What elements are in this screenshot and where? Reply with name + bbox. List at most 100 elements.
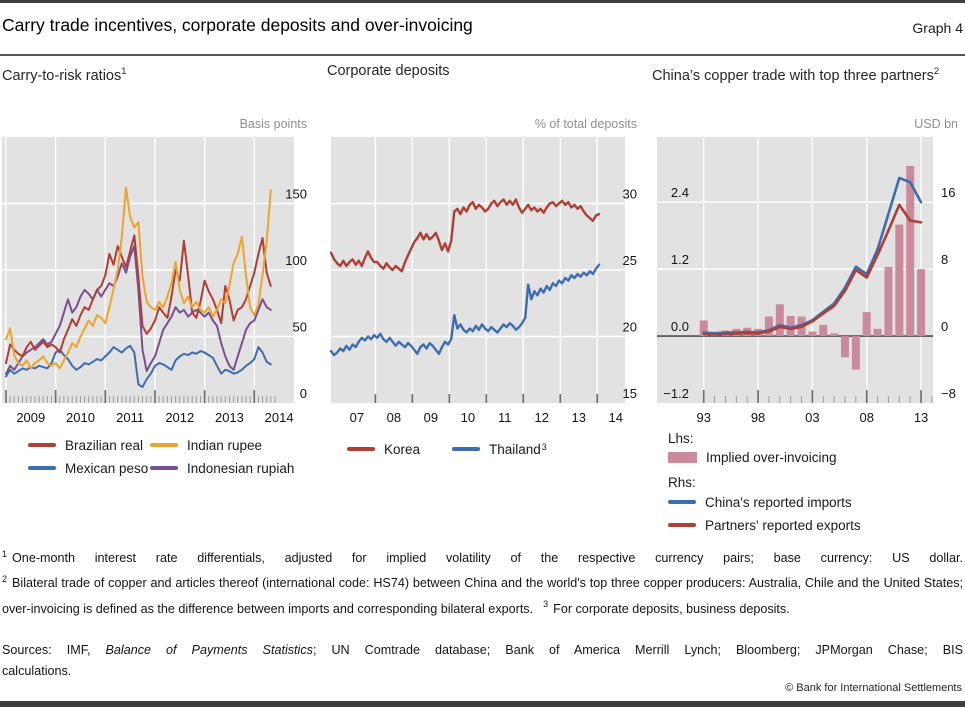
svg-text:08: 08 bbox=[387, 410, 401, 425]
footnote-marker: 3 bbox=[543, 599, 549, 610]
svg-text:0.0: 0.0 bbox=[671, 319, 689, 334]
indonesian-rupiah-line-swatch-icon bbox=[150, 466, 178, 470]
svg-text:03: 03 bbox=[805, 410, 819, 425]
svg-text:0: 0 bbox=[300, 386, 307, 401]
svg-text:2012: 2012 bbox=[165, 410, 194, 425]
svg-text:−1.2: −1.2 bbox=[663, 386, 689, 401]
footnote-marker: 2 bbox=[2, 574, 8, 585]
top-border-bar bbox=[0, 0, 965, 3]
exports-line-swatch-icon bbox=[668, 523, 696, 527]
svg-text:13: 13 bbox=[914, 410, 928, 425]
legend-item-indonesian-rupiah: Indonesian rupiah bbox=[150, 460, 294, 476]
svg-text:150: 150 bbox=[285, 187, 307, 202]
legend-label: Mexican peso bbox=[65, 460, 149, 476]
svg-text:09: 09 bbox=[424, 410, 438, 425]
svg-text:8: 8 bbox=[941, 252, 948, 267]
legend-label: Thailand bbox=[489, 441, 541, 457]
graph-number-label: Graph 4 bbox=[912, 20, 963, 36]
copper-trade-chart: 2.4 1.2 0.0 −1.2 16 8 0 −8 93 98 03 08 13 bbox=[657, 137, 956, 425]
svg-text:2010: 2010 bbox=[66, 410, 95, 425]
legend-header-rhs: Rhs: bbox=[668, 475, 696, 490]
footnote-ref-1: 1 bbox=[121, 66, 127, 77]
footnote-text: Bilateral trade of copper and articles t… bbox=[2, 576, 963, 616]
panel-title-text: Corporate deposits bbox=[327, 63, 450, 79]
corporate-deposits-chart: 15 20 25 30 07 08 09 10 11 12 13 14 bbox=[329, 137, 637, 425]
svg-text:20: 20 bbox=[623, 320, 637, 335]
panel-title-corporate-deposits: Corporate deposits bbox=[327, 62, 629, 81]
svg-text:12: 12 bbox=[535, 410, 549, 425]
footnote-text: One-month interest rate differentials, a… bbox=[12, 551, 963, 566]
legend-label: China's reported imports bbox=[705, 494, 852, 510]
brazilian-real-line-swatch-icon bbox=[28, 443, 56, 447]
korea-line-swatch-icon bbox=[347, 447, 375, 451]
carry-to-risk-chart: 0 50 100 150 2009 2010 2011 2012 2013 2014 bbox=[2, 137, 307, 425]
axis-unit-pct-deposits: % of total deposits bbox=[534, 117, 637, 131]
sources-text: Sources: IMF, Balance of Payments Statis… bbox=[2, 640, 963, 682]
axis-unit-basis-points: Basis points bbox=[239, 117, 307, 131]
sources-suffix: ; UN Comtrade database; Bank of America … bbox=[312, 643, 963, 657]
legend-label: Partners' reported exports bbox=[705, 517, 861, 533]
svg-text:0: 0 bbox=[941, 319, 948, 334]
copyright-text: © Bank for International Settlements bbox=[785, 682, 962, 694]
sources-line-2: calculations. bbox=[2, 664, 72, 678]
imports-line-swatch-icon bbox=[668, 500, 696, 504]
svg-text:2014: 2014 bbox=[265, 410, 294, 425]
legend-item-brazilian-real: Brazilian real bbox=[28, 437, 143, 453]
bottom-border-bar bbox=[0, 701, 965, 707]
page-title: Carry trade incentives, corporate deposi… bbox=[2, 15, 473, 35]
legend-label: Brazilian real bbox=[65, 437, 144, 453]
svg-text:2011: 2011 bbox=[116, 410, 144, 425]
mexican-peso-line-swatch-icon bbox=[28, 466, 56, 470]
svg-text:2013: 2013 bbox=[215, 410, 244, 425]
footnote-text: For corporate deposits, business deposit… bbox=[553, 601, 790, 616]
legend-item-over-invoicing: Implied over-invoicing bbox=[668, 449, 837, 465]
legend-item-korea: Korea bbox=[347, 441, 420, 457]
panel-title-carry-to-risk: Carry-to-risk ratios1 bbox=[2, 62, 304, 86]
footnote-ref-3: 3 bbox=[541, 442, 547, 452]
footnote-1: 1 One-month interest rate differentials, … bbox=[2, 544, 963, 569]
svg-text:2009: 2009 bbox=[16, 410, 45, 425]
svg-text:13: 13 bbox=[572, 410, 586, 425]
svg-text:15: 15 bbox=[623, 386, 637, 401]
footnote-ref-2: 2 bbox=[933, 66, 940, 77]
footnote-marker: 1 bbox=[2, 549, 8, 559]
svg-text:14: 14 bbox=[609, 410, 623, 425]
svg-text:98: 98 bbox=[751, 410, 765, 425]
axis-unit-usd-bn: USD bn bbox=[914, 117, 958, 131]
legend-item-indian-rupee: Indian rupee bbox=[150, 437, 262, 453]
legend-label: Indonesian rupiah bbox=[187, 460, 295, 476]
svg-text:25: 25 bbox=[623, 253, 637, 268]
svg-text:07: 07 bbox=[350, 410, 364, 425]
footnote-2-3: 2 Bilateral trade of copper and articles … bbox=[2, 569, 963, 619]
svg-text:08: 08 bbox=[859, 410, 873, 425]
svg-text:30: 30 bbox=[623, 187, 637, 202]
footnote-2: 2 Bilateral trade of copper and articles … bbox=[2, 574, 963, 616]
svg-text:11: 11 bbox=[498, 410, 512, 425]
svg-text:−8: −8 bbox=[941, 386, 956, 401]
panel-title-copper-trade: China’s copper trade with top three part… bbox=[652, 62, 954, 86]
legend-item-reported-exports: Partners' reported exports bbox=[668, 517, 861, 533]
indian-rupee-line-swatch-icon bbox=[150, 443, 178, 447]
legend-label: Korea bbox=[384, 441, 421, 457]
legend-label: Implied over-invoicing bbox=[706, 449, 837, 465]
legend-item-mexican-peso: Mexican peso bbox=[28, 460, 148, 476]
panel-title-text: China’s copper trade with top three part… bbox=[652, 67, 934, 84]
sources-line-1: Sources: IMF, Balance of Payments Statis… bbox=[2, 640, 963, 661]
title-divider bbox=[0, 54, 965, 56]
sources-publication: Balance of Payments Statistics bbox=[105, 643, 313, 657]
thailand-line-swatch-icon bbox=[452, 447, 480, 451]
footnote-3: 3 For corporate deposits, business deposi… bbox=[543, 599, 790, 616]
svg-text:16: 16 bbox=[941, 185, 955, 200]
legend-item-thailand: Thailand 3 bbox=[452, 441, 547, 457]
over-invoicing-bar-swatch-icon bbox=[668, 451, 697, 463]
svg-text:50: 50 bbox=[293, 320, 307, 335]
svg-text:2.4: 2.4 bbox=[671, 185, 689, 200]
legend-item-reported-imports: China's reported imports bbox=[668, 494, 852, 510]
footnotes: 1 One-month interest rate differentials, … bbox=[2, 544, 963, 620]
svg-text:93: 93 bbox=[696, 410, 710, 425]
svg-text:10: 10 bbox=[461, 410, 475, 425]
svg-text:100: 100 bbox=[285, 253, 307, 268]
panel-title-text: Carry-to-risk ratios bbox=[2, 67, 122, 84]
legend-header-lhs: Lhs: bbox=[668, 431, 694, 446]
